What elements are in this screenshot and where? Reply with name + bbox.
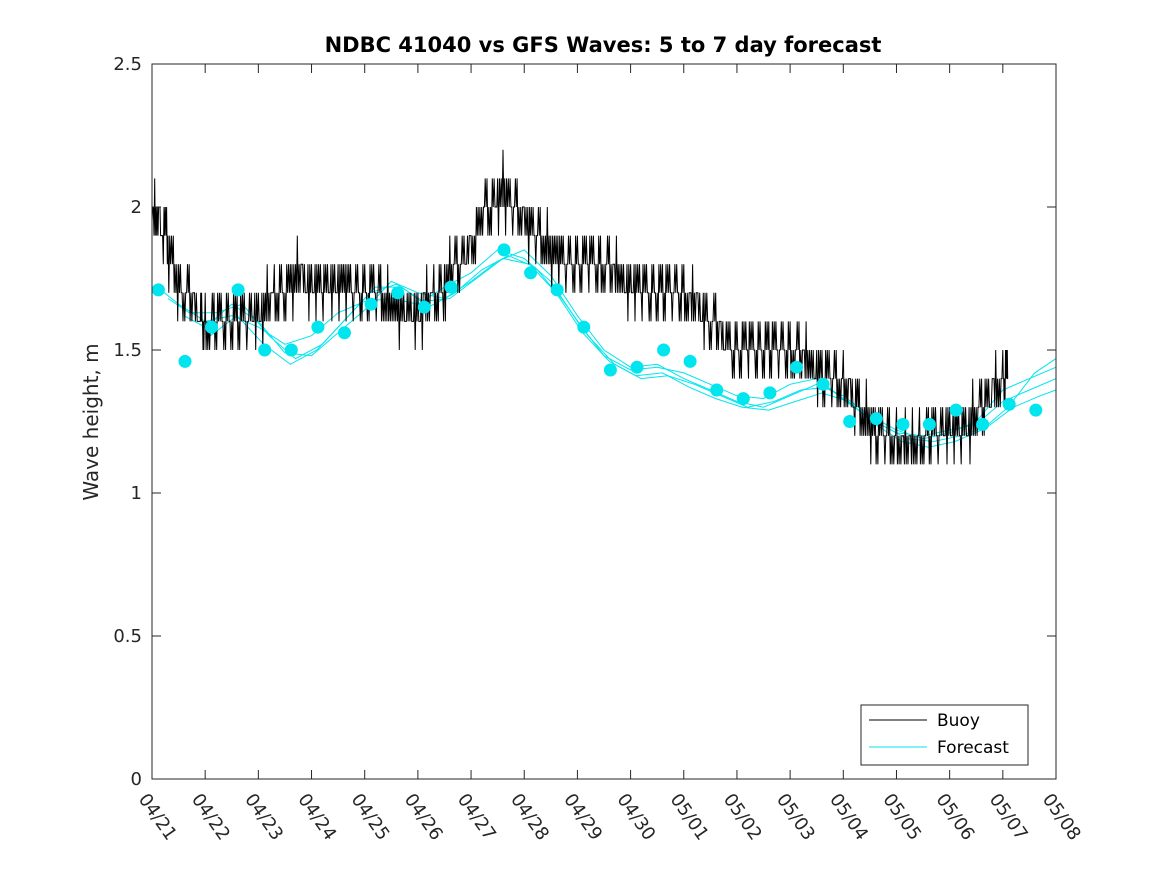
axes-box [151,63,1057,780]
forecast-marker [497,243,511,257]
forecast-marker [364,297,378,311]
forecast-marker [524,266,538,280]
legend-buoy-label: Buoy [937,711,980,731]
forecast-marker [630,360,644,374]
y-tick-label: 2.5 [113,54,142,75]
legend-forecast-label: Forecast [937,738,1009,758]
forecast-marker [736,392,750,406]
legend: Buoy Forecast [860,704,1029,766]
forecast-marker [843,415,857,428]
forecast-marker [258,343,272,357]
y-tick-label: 1 [131,483,142,504]
y-tick-label: 0 [131,769,142,790]
forecast-marker [603,363,617,377]
forecast-marker [949,403,963,417]
y-tick-label: 2 [131,197,142,218]
forecast-marker [444,280,458,294]
forecast-marker [417,300,431,314]
forecast-marker [710,383,724,397]
y-axis-label: Wave height, m [79,343,103,500]
forecast-marker [683,354,697,368]
forecast-marker [311,320,325,334]
forecast-marker [231,283,245,297]
forecast-run-line [183,249,1057,440]
y-axis-ticks: 0 0.5 1 1.5 2 2.5 [113,54,1056,790]
forecast-run-line [210,257,1057,448]
buoy-line [151,149,1009,465]
plot-background [152,64,1056,779]
forecast-marker [284,343,298,357]
chart-title: NDBC 41040 vs GFS Waves: 5 to 7 day fore… [325,33,882,57]
forecast-marker [1002,397,1016,411]
legend-box [860,704,1029,766]
forecast-marker [205,320,219,334]
forecast-marker [338,326,351,340]
series-layer [151,149,1057,465]
forecast-marker [151,283,165,297]
forecast-marker [178,354,192,368]
plot-area [152,64,1056,779]
axes-layer [151,63,1057,780]
forecast-marker [391,286,405,300]
forecast-marker [816,377,830,391]
forecast-marker [550,283,564,297]
forecast-marker [657,343,671,357]
forecast-marker [577,320,591,334]
forecast-marker [763,386,777,400]
forecast-marker [1029,403,1043,417]
forecast-marker [976,417,990,431]
forecast-marker [896,417,910,431]
forecast-marker [790,360,803,374]
y-tick-label: 1.5 [113,340,142,361]
forecast-marker [922,417,936,431]
forecast-marker [869,412,883,426]
y-tick-label: 0.5 [113,626,142,647]
